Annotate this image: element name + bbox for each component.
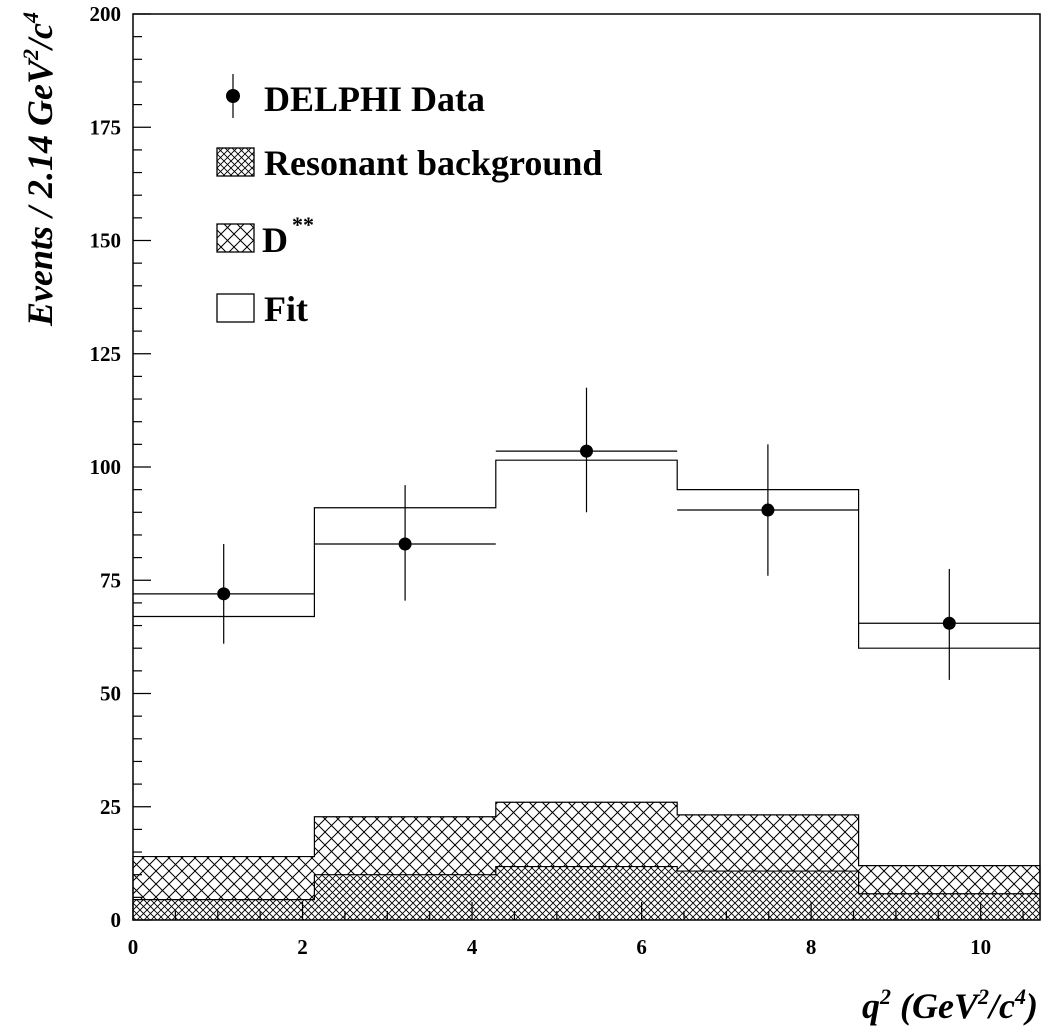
y-axis-title-part: 2 bbox=[18, 49, 43, 61]
data-point-marker bbox=[398, 537, 412, 551]
y-tick-label: 50 bbox=[100, 682, 121, 706]
legend-label-dstar-sup: ** bbox=[292, 212, 314, 237]
legend: DELPHI Data Resonant background D ** Fit bbox=[216, 74, 602, 329]
y-tick-label: 200 bbox=[90, 2, 122, 26]
data-point bbox=[133, 544, 315, 644]
y-axis-title: Events / 2.14 GeV2/c4 bbox=[18, 12, 60, 327]
x-axis-title-part: ) bbox=[1023, 986, 1038, 1026]
y-tick-label: 125 bbox=[90, 342, 122, 366]
legend-label-data: DELPHI Data bbox=[264, 79, 485, 119]
resonant-background-bars bbox=[133, 865, 1040, 920]
data-points bbox=[133, 387, 1040, 680]
legend-fit-swatch bbox=[216, 293, 255, 323]
x-tick-label: 8 bbox=[806, 935, 817, 959]
y-axis-title-part: 4 bbox=[18, 12, 43, 24]
legend-entry-data: DELPHI Data bbox=[226, 74, 485, 119]
legend-data-marker bbox=[226, 89, 240, 103]
x-axis-title-part: 2 bbox=[977, 984, 989, 1009]
data-point-marker bbox=[942, 616, 956, 630]
resonant-bar bbox=[495, 866, 678, 920]
resonant-bar bbox=[314, 874, 496, 920]
legend-label-fit: Fit bbox=[264, 289, 308, 329]
tick-labels: 0 25 50 75 100 125 150 175 200 0 2 4 6 8 10 bbox=[90, 2, 992, 959]
legend-label-resonant: Resonant background bbox=[264, 143, 602, 183]
legend-entry-resonant: Resonant background bbox=[216, 143, 602, 183]
resonant-outline bbox=[133, 865, 1040, 901]
resonant-bar bbox=[677, 871, 859, 920]
x-tick-label: 4 bbox=[467, 935, 478, 959]
y-axis-title-part: Events / 2.14 GeV bbox=[20, 57, 60, 327]
y-tick-label: 75 bbox=[100, 568, 121, 592]
x-axis-title-part: (GeV bbox=[891, 986, 981, 1026]
data-point bbox=[858, 568, 1040, 680]
axis-titles: q2 (GeV2/c4)Events / 2.14 GeV2/c4 bbox=[18, 12, 1038, 1026]
y-tick-label: 150 bbox=[90, 229, 122, 253]
y-tick-label: 0 bbox=[111, 908, 122, 932]
resonant-bar bbox=[133, 899, 315, 920]
data-point-marker bbox=[761, 503, 775, 517]
y-axis-title-part: /c bbox=[20, 23, 60, 52]
y-tick-label: 175 bbox=[90, 115, 122, 139]
y-tick-label: 25 bbox=[100, 795, 121, 819]
legend-resonant-swatch bbox=[216, 147, 255, 177]
x-axis-title-part: q bbox=[862, 986, 880, 1026]
legend-entry-dstar: D ** bbox=[216, 212, 314, 260]
data-point bbox=[677, 444, 859, 576]
y-tick-label: 100 bbox=[90, 455, 122, 479]
legend-entry-fit: Fit bbox=[216, 289, 308, 329]
legend-label-dstar: D bbox=[262, 220, 288, 260]
data-point bbox=[314, 485, 496, 601]
x-tick-label: 10 bbox=[970, 935, 991, 959]
x-tick-label: 6 bbox=[636, 935, 647, 959]
x-tick-label: 2 bbox=[297, 935, 308, 959]
ticks bbox=[132, 13, 1024, 921]
legend-dstar-swatch bbox=[216, 223, 255, 253]
x-axis-title: q2 (GeV2/c4) bbox=[862, 984, 1038, 1026]
data-point bbox=[495, 387, 678, 513]
resonant-bar bbox=[858, 893, 1040, 920]
x-axis-title-part: 2 bbox=[879, 984, 891, 1009]
data-point-marker bbox=[217, 587, 231, 601]
data-point-marker bbox=[580, 444, 593, 458]
x-axis-title-part: /c bbox=[986, 986, 1015, 1026]
dstar-outline bbox=[132, 801, 1041, 920]
x-axis-title-part: 4 bbox=[1014, 984, 1026, 1009]
x-tick-label: 0 bbox=[128, 935, 139, 959]
